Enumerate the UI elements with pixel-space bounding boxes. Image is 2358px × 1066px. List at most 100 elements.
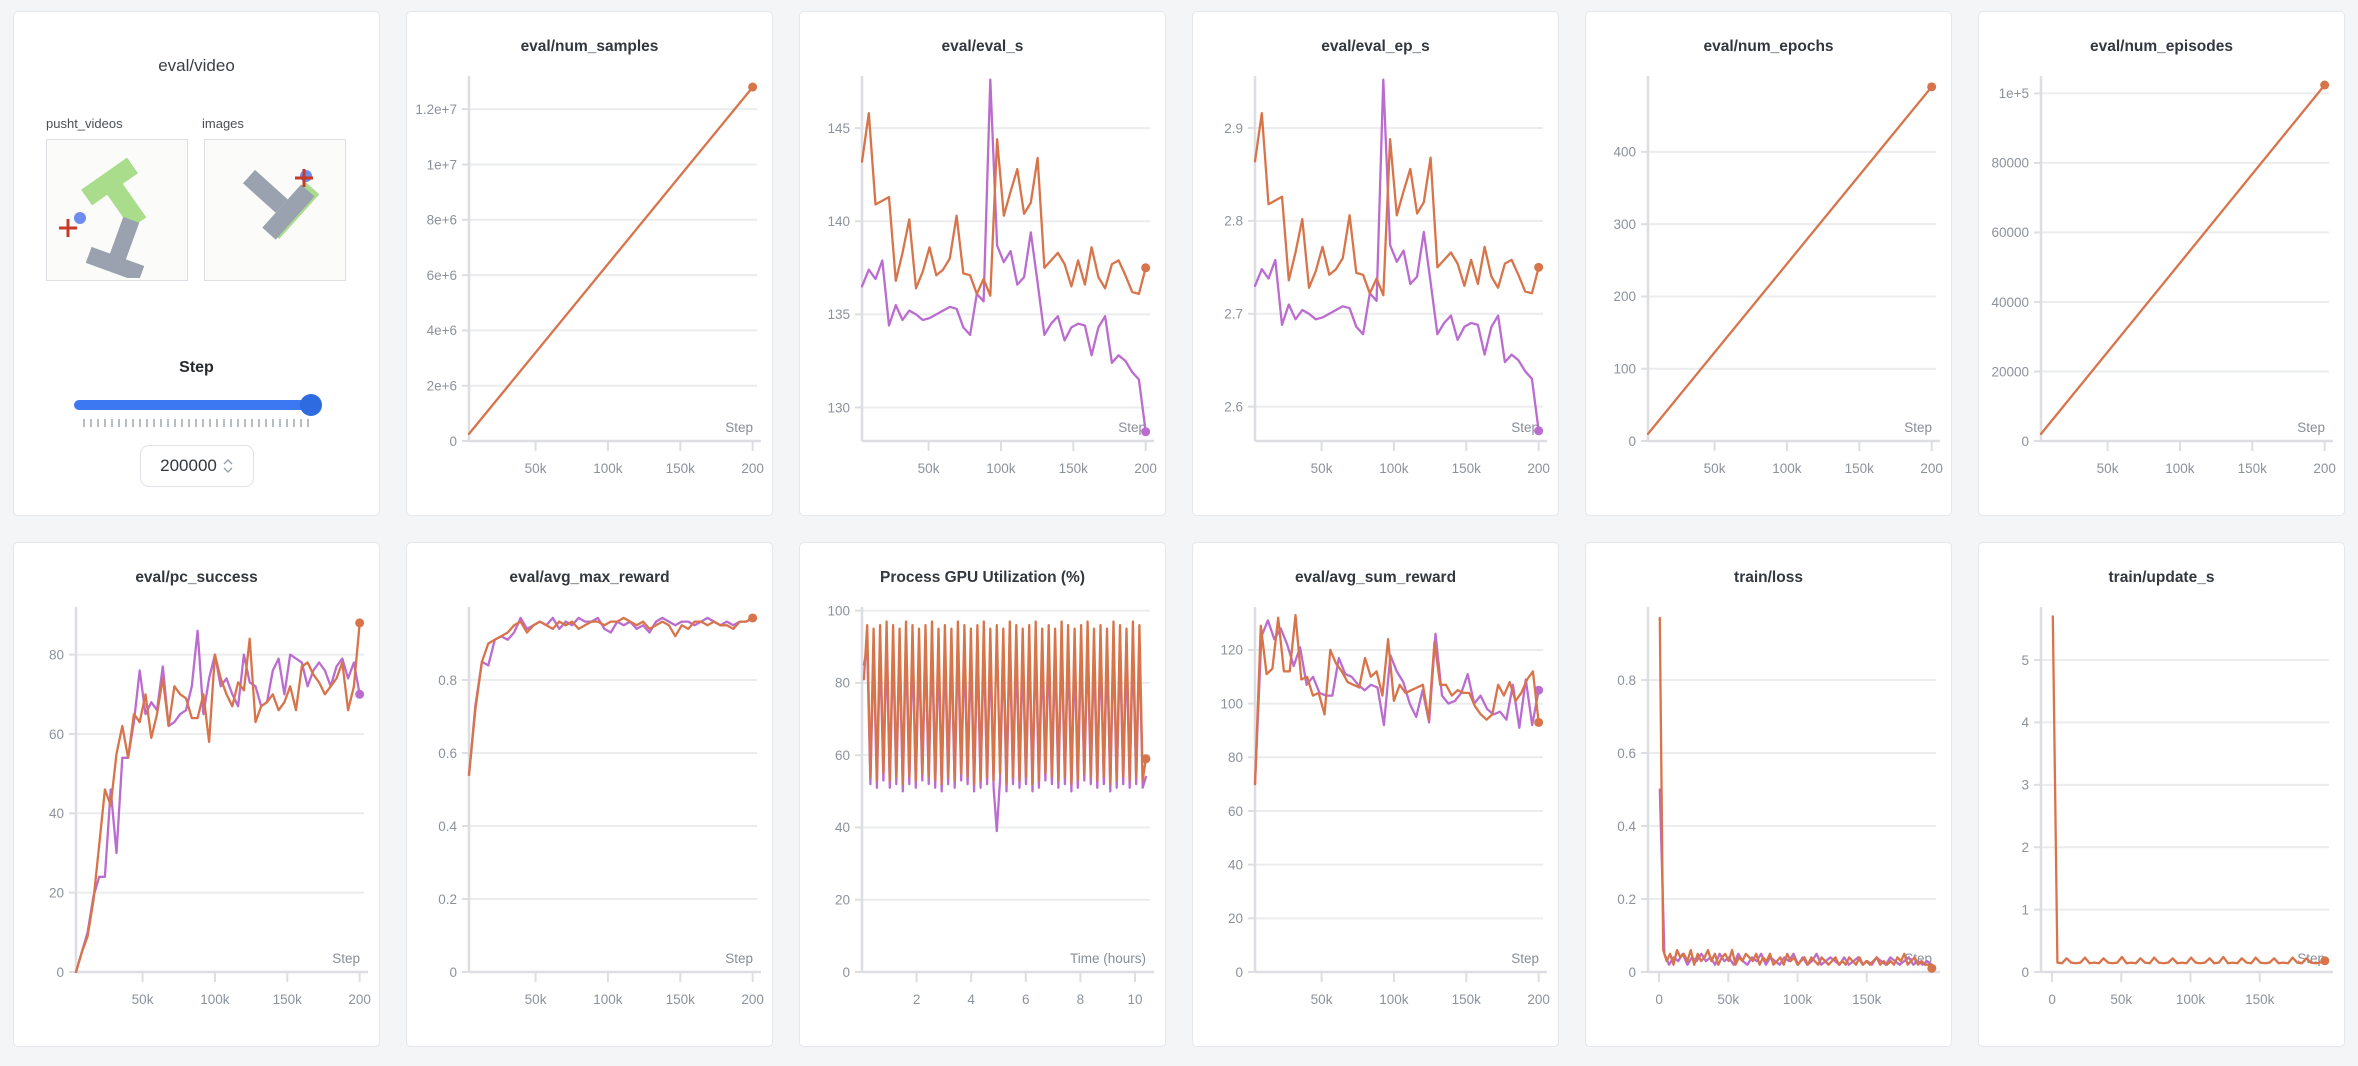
chart-canvas[interactable]: 0 20000 40000 60000 80000 1e+5 50k 100k 150k 200 S… <box>1979 68 2345 504</box>
step-decrement-icon[interactable] <box>223 467 233 473</box>
chart-panel-avg_sum_reward: eval/avg_sum_reward 0 20 40 60 80 100 120 50k 10… <box>1192 542 1559 1047</box>
svg-text:200: 200 <box>741 992 764 1007</box>
svg-text:0: 0 <box>842 965 850 980</box>
svg-text:60: 60 <box>835 748 850 763</box>
svg-text:100k: 100k <box>2176 992 2206 1007</box>
svg-text:50k: 50k <box>1311 461 1333 476</box>
svg-text:200: 200 <box>348 992 371 1007</box>
svg-text:0: 0 <box>1655 992 1663 1007</box>
pusht-videos-label: pusht_videos <box>46 116 123 131</box>
svg-text:145: 145 <box>827 121 850 136</box>
step-value-input[interactable]: 200000 <box>139 445 254 487</box>
svg-text:150k: 150k <box>1452 992 1482 1007</box>
agent-dot <box>300 170 312 182</box>
chart-title: eval/pc_success <box>135 569 258 586</box>
chart-panel-num_epochs: eval/num_epochs 0 100 200 300 400 50k 100k 150k… <box>1585 11 1952 516</box>
svg-text:Step: Step <box>1118 420 1146 435</box>
svg-text:10: 10 <box>1127 992 1142 1007</box>
svg-text:200: 200 <box>1527 461 1550 476</box>
svg-text:20000: 20000 <box>1991 364 2029 379</box>
svg-text:80: 80 <box>835 676 850 691</box>
svg-text:0.6: 0.6 <box>1617 746 1636 761</box>
chart-panel-train_update_s: train/update_s 0 1 2 3 4 5 0 50k 100k 150k Step <box>1978 542 2345 1047</box>
svg-text:1.2e+7: 1.2e+7 <box>415 102 457 117</box>
svg-text:100k: 100k <box>986 461 1016 476</box>
svg-text:40000: 40000 <box>1991 295 2029 310</box>
svg-text:150k: 150k <box>666 992 696 1007</box>
block-t-shape <box>85 216 145 283</box>
svg-text:0: 0 <box>2021 965 2029 980</box>
svg-text:0.2: 0.2 <box>438 892 457 907</box>
chart-canvas[interactable]: 0 20 40 60 80 50k 100k 150k 200 Step <box>14 599 380 1035</box>
chart-title: eval/eval_ep_s <box>1321 38 1430 55</box>
chart-canvas[interactable]: 0 2e+6 4e+6 6e+6 8e+6 1e+7 1.2e+7 50k 100k 150k 20… <box>407 68 773 504</box>
svg-text:120: 120 <box>1220 643 1243 658</box>
svg-text:6: 6 <box>1022 992 1030 1007</box>
svg-text:0.6: 0.6 <box>438 746 457 761</box>
svg-text:0: 0 <box>1628 434 1636 449</box>
chart-canvas[interactable]: 2.6 2.7 2.8 2.9 50k 100k 150k 200 Step <box>1193 68 1559 504</box>
svg-text:100k: 100k <box>593 992 623 1007</box>
svg-text:200: 200 <box>1920 461 1943 476</box>
chart-title: eval/num_samples <box>520 38 659 55</box>
step-slider-ticks <box>82 419 311 427</box>
svg-text:100k: 100k <box>1783 992 1813 1007</box>
svg-text:0.8: 0.8 <box>438 673 457 688</box>
svg-text:Step: Step <box>725 420 753 435</box>
goal-t-shape <box>81 157 147 229</box>
pusht-video-frame <box>59 157 147 283</box>
step-slider[interactable] <box>73 393 322 417</box>
svg-text:0: 0 <box>449 434 457 449</box>
svg-text:6e+6: 6e+6 <box>427 268 457 283</box>
step-value: 200000 <box>160 456 217 475</box>
chart-canvas[interactable]: 0 20 40 60 80 100 2 4 6 8 10 Time (hours) <box>800 599 1166 1035</box>
pusht-video-thumbnail[interactable] <box>46 139 188 283</box>
svg-text:0: 0 <box>1235 965 1243 980</box>
svg-text:4e+6: 4e+6 <box>427 323 457 338</box>
chart-canvas[interactable]: 130 135 140 145 50k 100k 150k 200 Step <box>800 68 1166 504</box>
svg-text:2: 2 <box>2021 840 2029 855</box>
svg-text:4: 4 <box>2021 715 2029 730</box>
svg-text:Step: Step <box>725 951 753 966</box>
svg-text:50k: 50k <box>918 461 940 476</box>
svg-text:2: 2 <box>913 992 921 1007</box>
svg-text:150k: 150k <box>1059 461 1089 476</box>
image-frame <box>242 169 320 240</box>
agent-dot <box>74 212 86 224</box>
chart-panel-avg_max_reward: eval/avg_max_reward 0 0.2 0.4 0.6 0.8 50k 100k… <box>406 542 773 1047</box>
svg-text:135: 135 <box>827 307 850 322</box>
svg-text:Step: Step <box>1904 420 1932 435</box>
svg-text:200: 200 <box>1613 289 1636 304</box>
svg-text:150k: 150k <box>2238 461 2268 476</box>
svg-text:80: 80 <box>1228 750 1243 765</box>
chart-canvas[interactable]: 0 0.2 0.4 0.6 0.8 50k 100k 150k 200 Step <box>407 599 773 1035</box>
step-slider-thumb[interactable] <box>299 394 322 416</box>
svg-text:100k: 100k <box>2165 461 2195 476</box>
svg-text:100k: 100k <box>200 992 230 1007</box>
svg-text:150k: 150k <box>1852 992 1882 1007</box>
svg-text:0: 0 <box>2021 434 2029 449</box>
step-increment-icon[interactable] <box>223 459 233 465</box>
chart-panel-pc_success: eval/pc_success 0 20 40 60 80 50k 100k 150k 200 S… <box>13 542 380 1047</box>
svg-text:0.4: 0.4 <box>1617 819 1636 834</box>
svg-text:2.7: 2.7 <box>1224 307 1243 322</box>
target-cross-icon <box>295 169 313 187</box>
images-thumbnail[interactable] <box>204 139 346 281</box>
chart-title: eval/avg_sum_reward <box>1294 569 1457 586</box>
svg-text:4: 4 <box>967 992 975 1007</box>
svg-text:50k: 50k <box>525 992 547 1007</box>
svg-text:Step: Step <box>1511 951 1539 966</box>
svg-text:Time (hours): Time (hours) <box>1070 951 1146 966</box>
chart-canvas[interactable]: 0 20 40 60 80 100 120 50k 100k 150k 200 Step <box>1193 599 1559 1035</box>
svg-text:2e+6: 2e+6 <box>427 378 457 393</box>
svg-text:20: 20 <box>49 885 64 900</box>
chart-title: Process GPU Utilization (%) <box>880 569 1085 586</box>
svg-text:40: 40 <box>1228 857 1243 872</box>
step-slider-track[interactable] <box>73 400 320 410</box>
chart-canvas[interactable]: 0 100 200 300 400 50k 100k 150k 200 Step <box>1586 68 1952 504</box>
panel-eval-video: eval/video pusht_videos images <box>13 11 380 516</box>
chart-title: eval/avg_max_reward <box>509 569 670 586</box>
